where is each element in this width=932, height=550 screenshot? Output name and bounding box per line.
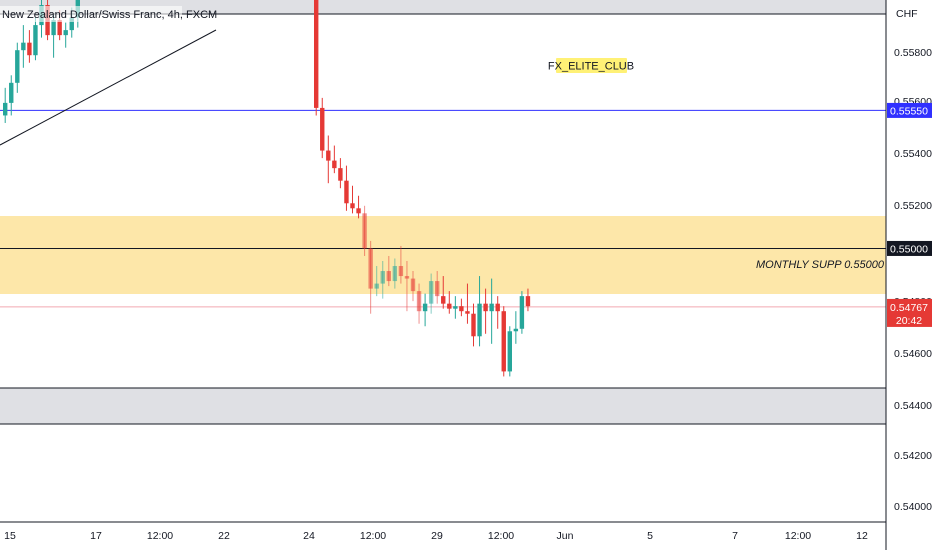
candle-up [15,50,20,83]
candle-up [374,283,379,289]
candle-up [380,271,385,284]
x-tick-label: 12:00 [360,530,386,542]
y-tick-label: 0.55200 [894,200,932,212]
x-tick-label: 22 [218,530,230,542]
zone-mid-price-tag [887,240,932,256]
monthly-support-label: MONTHLY SUPP 0.55000 [756,259,885,271]
x-tick-label: 12 [856,530,868,542]
candle-down [368,248,373,289]
candle-down [495,303,500,312]
candle-down [320,107,325,151]
candle-down [404,276,410,279]
blue-level-price-text: 0.55550 [890,105,928,117]
price-axis-bg [886,0,932,550]
x-tick-label: 29 [431,530,443,542]
candle-down [398,266,404,277]
x-tick-label: 17 [90,530,102,542]
y-tick-label: 0.55400 [894,148,932,160]
current-price-text: 0.54767 [890,302,928,314]
candle-up [33,25,38,56]
x-tick-label: 15 [4,530,16,542]
candle-down [332,160,337,169]
candle-up [489,303,494,312]
candle-down [350,203,355,209]
y-tick-label: 0.54200 [894,450,932,462]
candle-up [392,266,398,282]
candle-down [501,311,506,372]
candle-down [326,150,331,161]
candle-down [356,208,361,214]
candle-down [410,278,416,292]
candle-up [477,303,482,337]
x-tick-label: 24 [303,530,315,542]
candle-down [344,180,349,204]
candle-up [9,82,14,103]
candle-down [525,296,531,307]
candle-up [513,328,519,332]
candle-down [447,303,452,309]
x-tick-label: Jun [557,530,574,542]
candle-down [314,0,319,108]
candle-up [3,102,8,116]
time-axis-bg [0,522,886,550]
candle-down [386,271,391,282]
x-tick-label: 5 [647,530,653,542]
candle-down [57,20,62,36]
countdown-text: 20:42 [896,315,922,327]
candle-up [51,20,56,36]
candle-down [27,42,32,56]
bottom-support-zone [0,388,886,424]
x-tick-label: 12:00 [488,530,514,542]
candle-up [507,331,512,372]
candle-up [519,296,525,329]
blue-level-price-tag [887,102,932,118]
candle-up [453,306,458,309]
trendline [0,29,217,146]
chart-title: New Zealand Dollar/Swiss Franc, 4h, FXCM [2,9,217,21]
x-tick-label: 12:00 [147,530,173,542]
y-tick-label: 0.54400 [894,400,932,412]
candle-down [338,168,343,181]
current-price-tag [887,298,932,327]
y-tick-label: 0.55800 [894,47,932,59]
candle-up [21,42,26,51]
candle-up [63,30,68,36]
watermark-text: FX_ELITE_CLUB [548,61,634,73]
candle-down [465,311,470,314]
candle-down [435,281,440,297]
candle-down [459,306,464,312]
candle-down [441,296,446,304]
candle-down [362,213,367,249]
x-tick-label: 12:00 [785,530,811,542]
zone-mid-price-text: 0.55000 [890,243,928,255]
candle-up [428,281,434,304]
candle-up [422,303,428,312]
y-tick-label: 0.54600 [894,348,932,360]
candle-up [69,17,74,31]
x-tick-label: 7 [732,530,738,542]
y-tick-label: 0.54000 [894,501,932,513]
top-resistance-zone [0,0,886,14]
title-backdrop [0,6,182,22]
candle-down [416,291,422,312]
candle-down [483,303,488,312]
candle-down [471,313,476,337]
watermark-badge [556,58,627,73]
currency-label: CHF [896,8,918,20]
